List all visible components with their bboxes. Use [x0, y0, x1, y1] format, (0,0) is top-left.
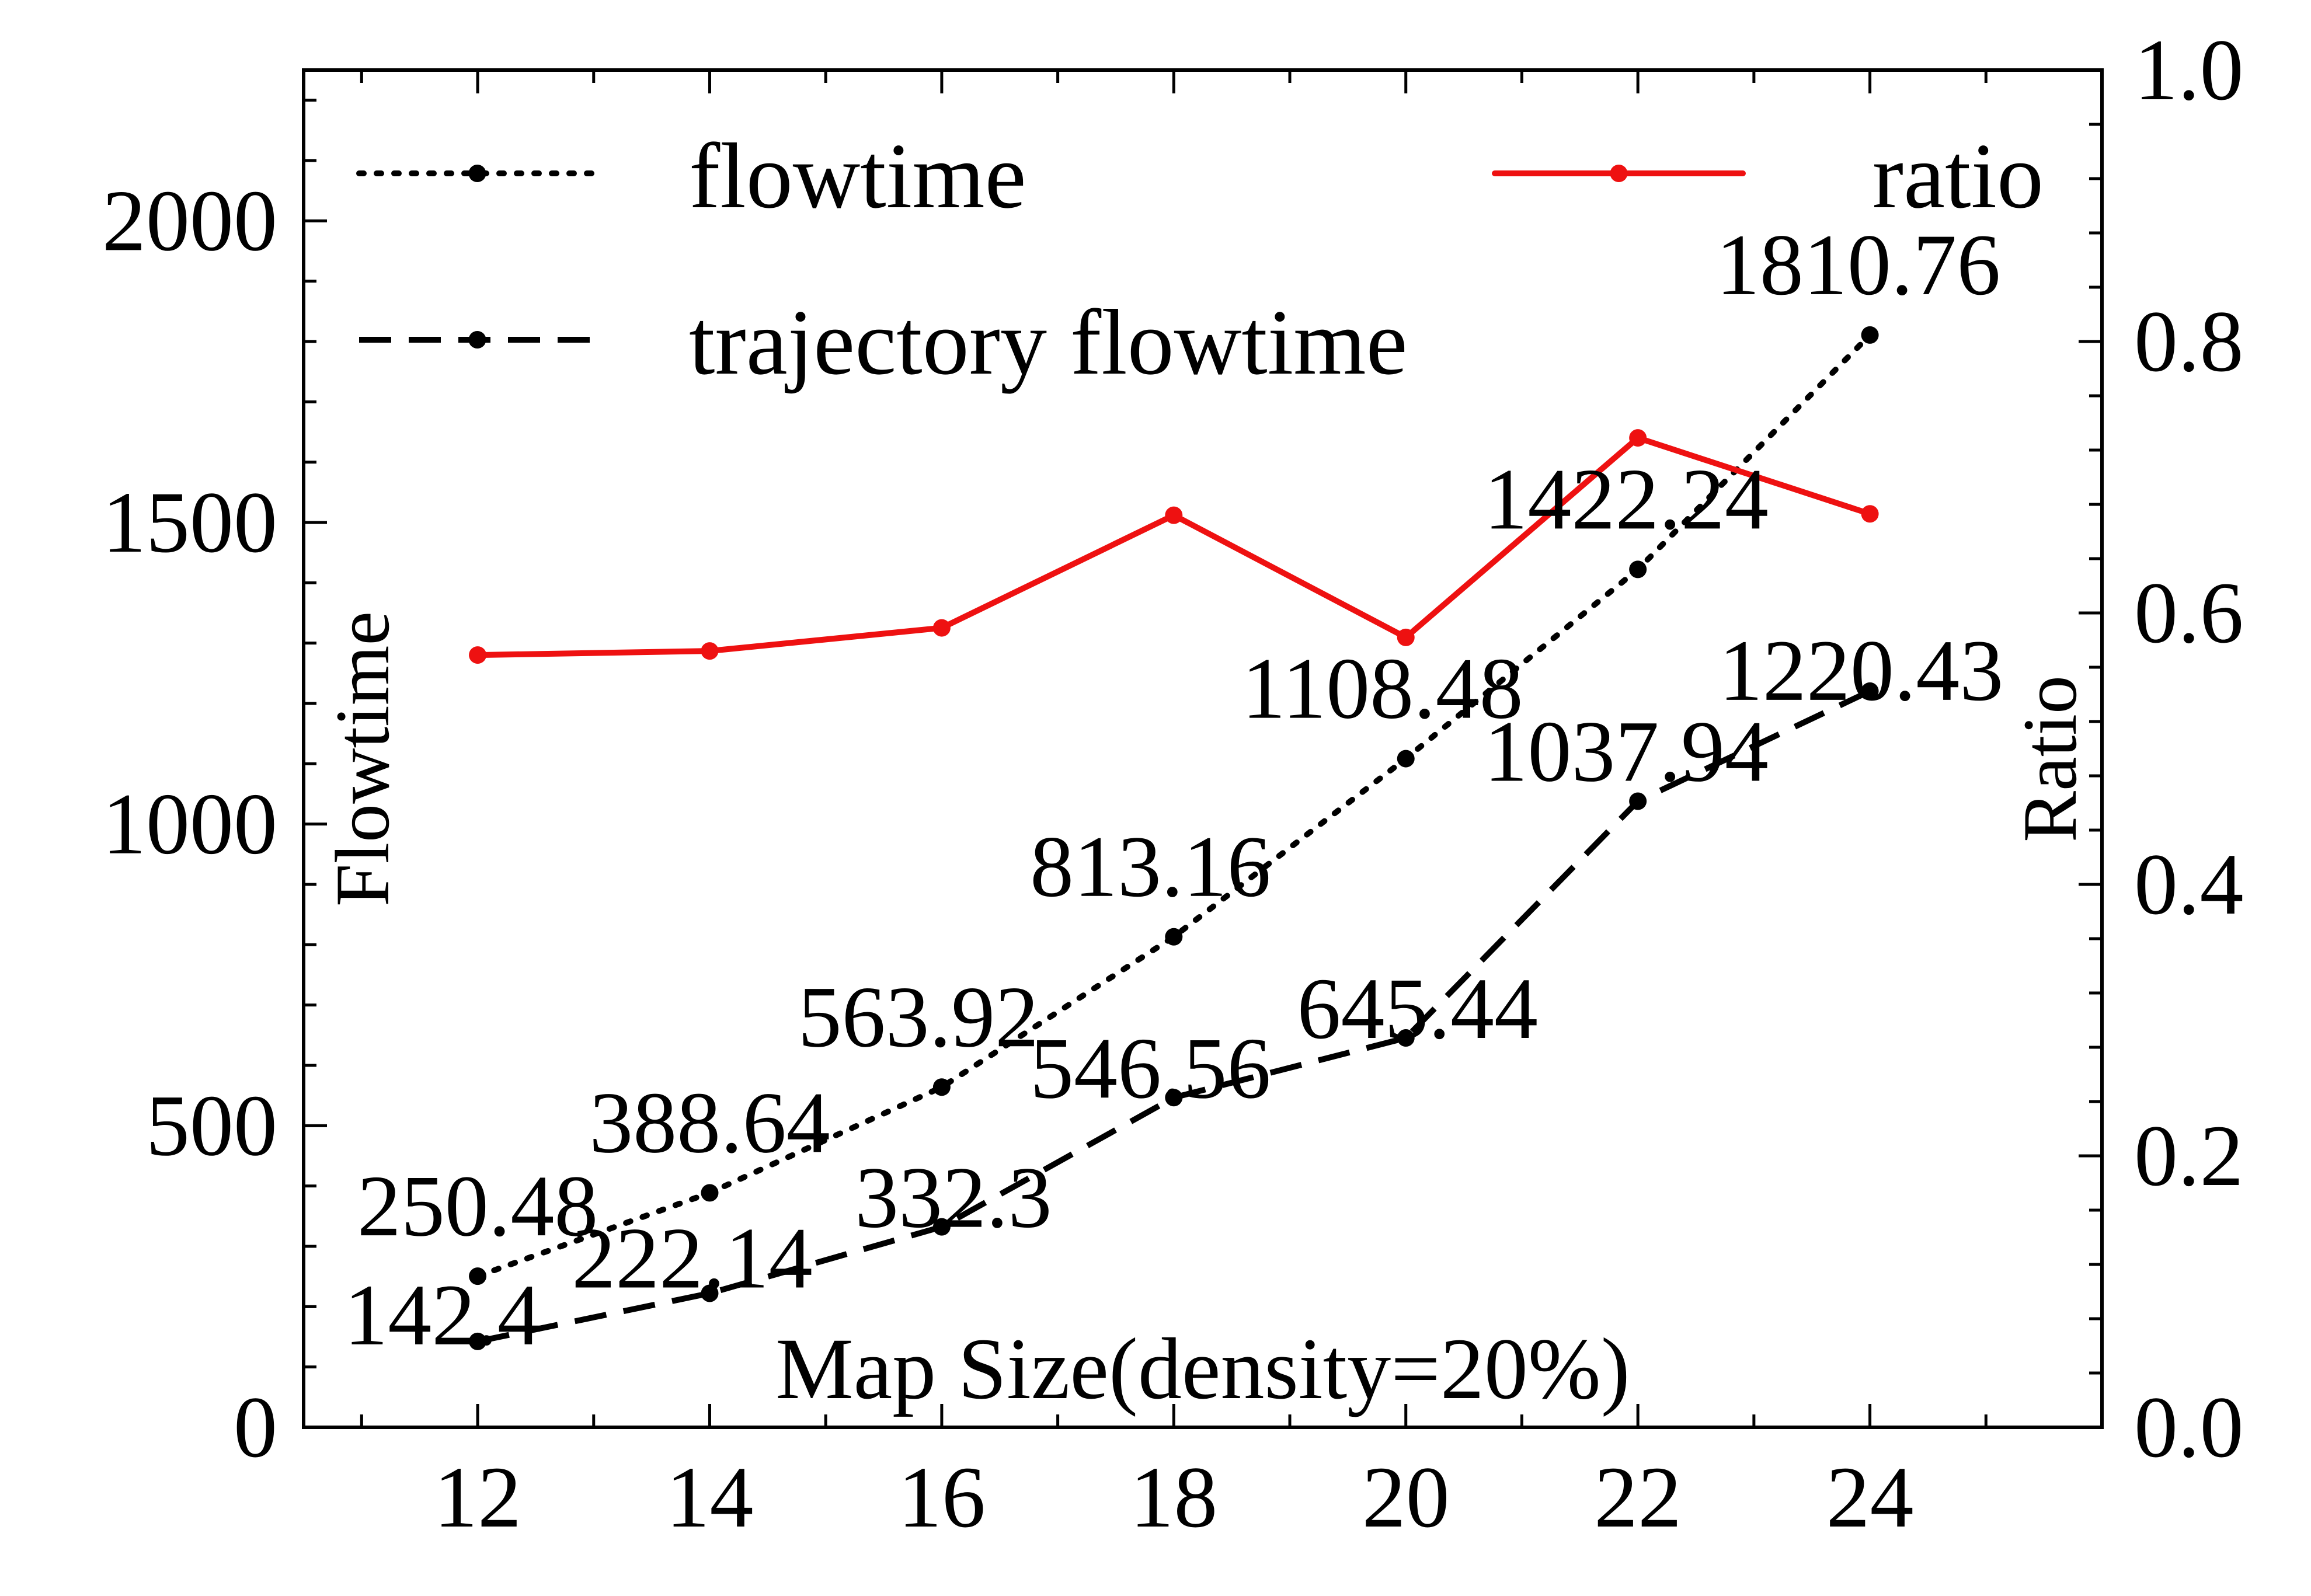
legend-label: flowtime — [689, 124, 1026, 228]
legend-marker-2 — [468, 331, 486, 349]
y-tick-label: 500 — [146, 1077, 277, 1174]
y-axis-label: Flowtime — [319, 611, 405, 907]
x-axis: 12 14 16 18 20 22 24 — [360, 70, 2104, 1546]
data-label: 813.16 — [1030, 818, 1271, 915]
right-axis: 0.0 0.2 0.4 0.6 0.8 1.0 — [2079, 22, 2244, 1476]
data-label: 1037.94 — [1484, 703, 1769, 800]
series-2-point — [1397, 1029, 1415, 1047]
legend-label: ratio — [1873, 124, 2044, 228]
series-1-point — [469, 1267, 487, 1285]
x-tick-label: 22 — [1594, 1449, 1682, 1546]
y2-tick-label: 0.2 — [2134, 1107, 2244, 1204]
data-label: 332.3 — [855, 1149, 1052, 1246]
x-tick-label: 14 — [666, 1449, 753, 1546]
plot-border — [302, 68, 2104, 1429]
data-label: 1220.43 — [1719, 622, 2004, 719]
series-3-point — [1397, 628, 1415, 646]
series-layer — [469, 326, 1879, 1350]
y2-tick-label: 0.0 — [2134, 1379, 2244, 1476]
x-tick-label: 16 — [898, 1449, 986, 1546]
legend-marker-1 — [468, 165, 486, 182]
series-3-point — [932, 619, 951, 637]
series-1-point — [1165, 928, 1183, 946]
series-2-point — [1165, 1089, 1183, 1107]
y2-axis-label: Ratio — [2007, 675, 2093, 842]
y-tick-label: 1500 — [102, 474, 277, 571]
x-tick-label: 12 — [434, 1449, 521, 1546]
series-2-point — [1861, 682, 1879, 700]
data-label: 222.14 — [572, 1210, 813, 1306]
y2-tick-label: 0.8 — [2134, 293, 2244, 390]
data-label: 1422.24 — [1484, 451, 1769, 548]
data-label: 546.56 — [1030, 1020, 1271, 1117]
series-1-point — [1629, 560, 1647, 579]
x-tick-label: 18 — [1130, 1449, 1217, 1546]
data-label: 142.4 — [344, 1267, 541, 1364]
left-axis: 0 500 1000 1500 2000 — [102, 99, 327, 1476]
data-label: 1810.76 — [1716, 217, 2001, 313]
y2-tick-label: 0.6 — [2134, 564, 2244, 661]
y-tick-label: 1000 — [102, 776, 277, 873]
series-2-point — [469, 1332, 487, 1350]
series-1-point — [701, 1184, 719, 1202]
series-3-point — [1165, 506, 1183, 524]
x-tick-label: 20 — [1362, 1449, 1450, 1546]
legend-marker-3 — [1610, 165, 1628, 182]
series-3-point — [469, 646, 487, 664]
x-axis-label: Map Size(density=20%) — [775, 1320, 1630, 1417]
legend: flowtime trajectory flowtime ratio — [356, 124, 2044, 394]
x-tick-label: 24 — [1826, 1449, 1914, 1546]
data-label: 563.92 — [798, 968, 1039, 1065]
data-label: 1108.48 — [1242, 640, 1523, 737]
y2-tick-label: 0.4 — [2134, 836, 2244, 933]
series-3-point — [1861, 505, 1879, 523]
legend-label: trajectory flowtime — [689, 290, 1408, 394]
series-1-point — [932, 1078, 951, 1096]
series-1-point — [1861, 326, 1879, 344]
data-label: 645.44 — [1297, 960, 1538, 1057]
y-tick-label: 0 — [234, 1379, 277, 1476]
y2-tick-label: 1.0 — [2134, 22, 2244, 119]
series-2-point — [932, 1218, 951, 1236]
series-3-point — [1629, 429, 1647, 447]
series-2-point — [1629, 792, 1647, 810]
y-tick-label: 2000 — [102, 172, 277, 269]
series-3-point — [701, 642, 719, 660]
series-1-point — [1397, 750, 1415, 768]
plot-frame — [302, 68, 2104, 1429]
data-label: 388.64 — [589, 1074, 830, 1171]
series-2-point — [701, 1284, 719, 1302]
data-label: 250.48 — [357, 1158, 598, 1255]
